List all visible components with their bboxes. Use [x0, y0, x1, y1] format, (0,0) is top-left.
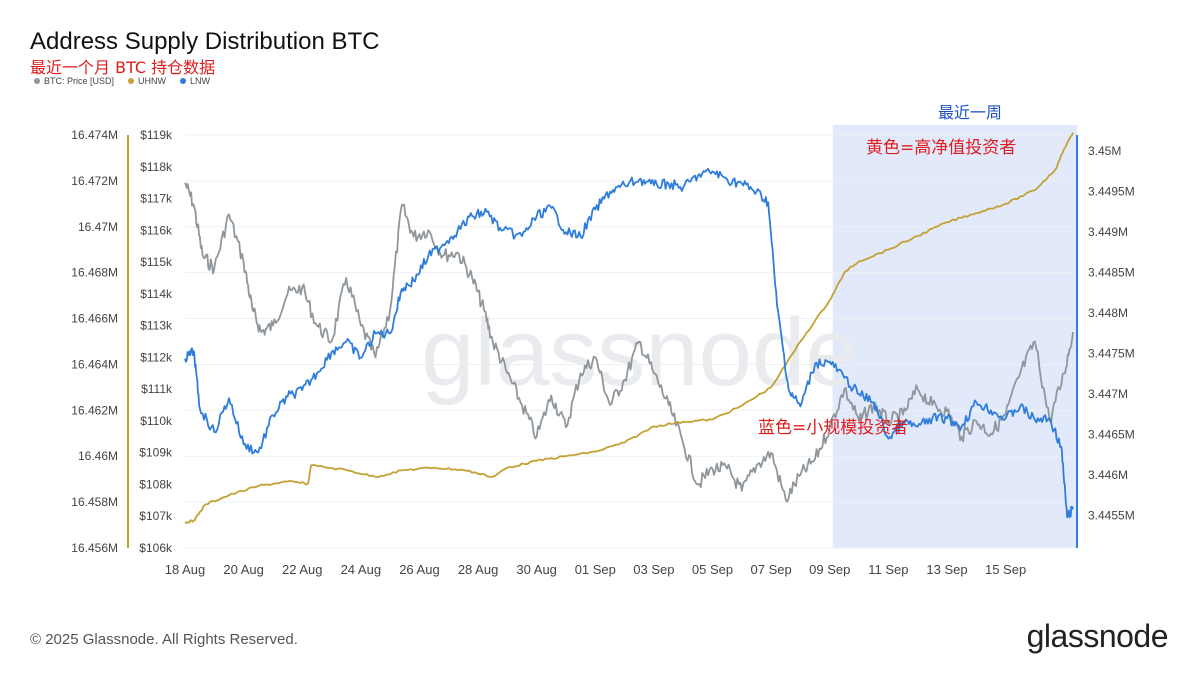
- right-axis-tick: 3.4475M: [1088, 347, 1135, 361]
- right-axis-tick: 3.446M: [1088, 468, 1128, 482]
- legend-item-uhnw[interactable]: UHNW: [128, 76, 166, 86]
- x-axis-tick: 07 Sep: [751, 562, 792, 577]
- left-axis-tick: 16.458M: [71, 495, 118, 509]
- left-axis-tick: 16.47M: [78, 220, 118, 234]
- price-axis-tick: $107k: [139, 509, 173, 523]
- x-axis-tick: 09 Sep: [809, 562, 850, 577]
- left-axis-tick: 16.464M: [71, 357, 118, 371]
- x-axis-tick: 05 Sep: [692, 562, 733, 577]
- x-axis-tick: 26 Aug: [399, 562, 440, 577]
- price-axis-tick: $115k: [140, 255, 173, 269]
- legend-item-lnw[interactable]: LNW: [180, 76, 210, 86]
- watermark: glassnode: [421, 299, 859, 406]
- series-line-uhnw: [184, 132, 1074, 524]
- right-axis-tick: 3.45M: [1088, 144, 1121, 158]
- chart-legend: BTC: Price [USD] UHNW LNW: [34, 76, 210, 86]
- price-axis-tick: $112k: [140, 350, 173, 364]
- x-axis-tick: 28 Aug: [458, 562, 499, 577]
- legend-item-price[interactable]: BTC: Price [USD]: [34, 76, 114, 86]
- right-axis-tick: 3.4465M: [1088, 428, 1135, 442]
- x-axis-tick: 20 Aug: [223, 562, 264, 577]
- x-axis-tick: 18 Aug: [165, 562, 206, 577]
- x-axis-tick: 13 Sep: [926, 562, 967, 577]
- series-line-lnw: [184, 167, 1074, 519]
- legend-dot-price: [34, 78, 40, 84]
- legend-dot-lnw: [180, 78, 187, 84]
- legend-label-price: BTC: Price [USD]: [44, 76, 115, 86]
- x-axis-tick: 22 Aug: [282, 562, 323, 577]
- annotation-blue-note: 蓝色=小规模投资者: [758, 418, 908, 438]
- price-axis-tick: $116k: [140, 223, 173, 237]
- right-axis-tick: 3.449M: [1088, 225, 1128, 239]
- price-axis-tick: $119k: [140, 128, 173, 142]
- left-axis-tick: 16.474M: [71, 128, 118, 142]
- x-axis-tick: 03 Sep: [633, 562, 674, 577]
- price-axis-tick: $113k: [140, 319, 173, 333]
- price-axis-tick: $108k: [139, 477, 173, 491]
- chart-title: Address Supply Distribution BTC: [30, 28, 380, 55]
- x-axis-tick: 15 Sep: [985, 562, 1026, 577]
- legend-dot-uhnw: [128, 78, 135, 84]
- x-axis-tick: 01 Sep: [575, 562, 616, 577]
- right-axis-tick: 3.448M: [1088, 306, 1128, 320]
- annotation-yellow-note: 黄色=高净值投资者: [866, 138, 1016, 158]
- right-axis-tick: 3.4455M: [1088, 509, 1135, 523]
- price-axis-tick: $110k: [140, 414, 173, 428]
- price-axis-tick: $114k: [140, 287, 173, 301]
- right-axis-tick: 3.447M: [1088, 387, 1128, 401]
- series-line-price: [184, 182, 1074, 503]
- left-axis-tick: 16.468M: [71, 266, 118, 280]
- highlight-band: [832, 125, 1077, 548]
- legend-label-uhnw: UHNW: [138, 76, 167, 86]
- left-axis-tick: 16.466M: [71, 312, 118, 326]
- price-axis-tick: $111k: [141, 382, 173, 396]
- annotation-recent-week: 最近一周: [938, 103, 1002, 122]
- price-axis-tick: $117k: [140, 192, 173, 206]
- copyright-text: © 2025 Glassnode. All Rights Reserved.: [30, 631, 298, 648]
- left-axis-tick: 16.456M: [71, 541, 118, 555]
- price-axis-tick: $109k: [139, 446, 173, 460]
- chart-svg: glassnode 16.474M 16.472M 16.47M 16.468M 16.4…: [71, 103, 1135, 577]
- price-axis-tick: $106k: [139, 541, 173, 555]
- glassnode-logo: glassnode: [1026, 618, 1169, 654]
- left-axis-tick: 16.472M: [71, 174, 118, 188]
- price-axis-tick: $118k: [140, 160, 173, 174]
- x-axis-tick: 30 Aug: [516, 562, 557, 577]
- right-axis-tick: 3.4485M: [1088, 266, 1135, 280]
- x-axis-tick: 11 Sep: [868, 562, 908, 577]
- left-axis-tick: 16.462M: [71, 403, 118, 417]
- legend-label-lnw: LNW: [190, 76, 211, 86]
- x-axis-tick: 24 Aug: [341, 562, 382, 577]
- chart-subtitle: 最近一个月 BTC 持仓数据: [30, 58, 216, 77]
- right-axis-tick: 3.4495M: [1088, 185, 1135, 199]
- left-axis-tick: 16.46M: [78, 449, 118, 463]
